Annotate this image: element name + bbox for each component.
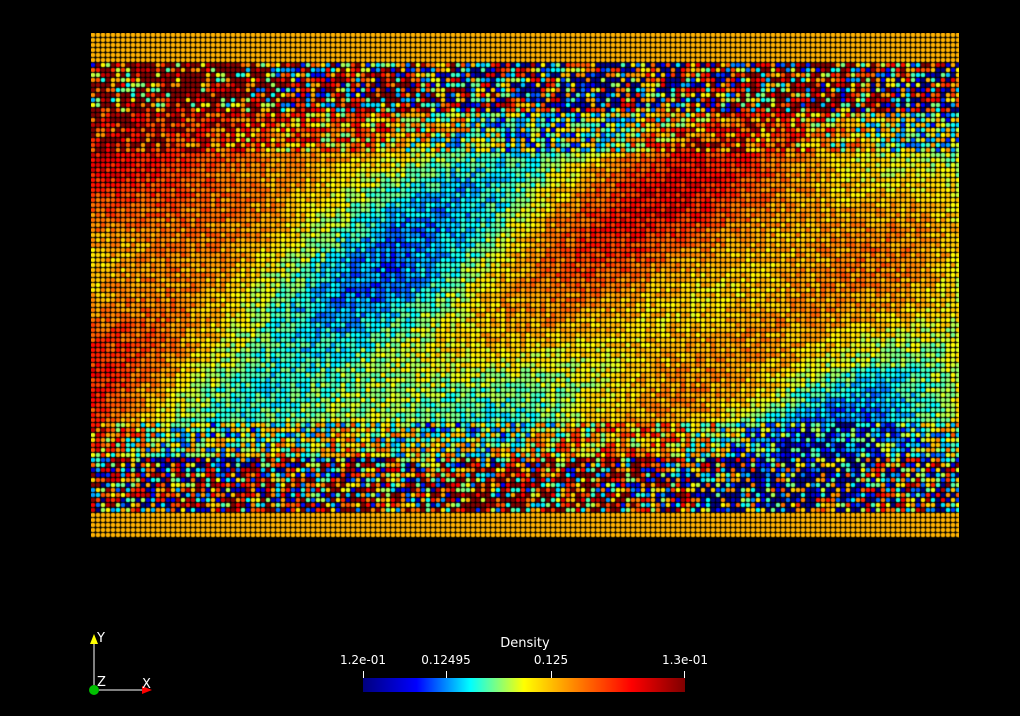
z-axis-dot-icon bbox=[89, 685, 99, 695]
y-axis-label: Y bbox=[97, 631, 105, 646]
colorbar-title: Density bbox=[500, 636, 550, 651]
z-axis-label: Z bbox=[97, 675, 106, 690]
colorbar-tick-label: 0.125 bbox=[533, 653, 569, 667]
x-axis-label: X bbox=[142, 677, 151, 692]
colorbar-tick bbox=[684, 671, 685, 679]
axes-triad-graphic bbox=[89, 634, 152, 695]
colorbar-tick bbox=[551, 671, 552, 679]
colorbar-tick bbox=[363, 671, 364, 679]
colorbar-gradient bbox=[363, 678, 685, 692]
particle-density-field[interactable] bbox=[91, 33, 959, 538]
colorbar-tick-label: 0.12495 bbox=[421, 653, 471, 667]
colorbar-tick bbox=[446, 671, 447, 679]
colorbar-tick-label: 1.2e-01 bbox=[339, 653, 387, 667]
orientation-axes: Y Z X bbox=[82, 628, 162, 700]
density-colorbar: Density 1.2e-01 0.12495 0.125 1.3e-01 bbox=[340, 634, 710, 704]
colorbar-tick-label: 1.3e-01 bbox=[661, 653, 709, 667]
x-axis-arrow-icon bbox=[142, 686, 152, 694]
y-axis-arrow-icon bbox=[90, 634, 98, 644]
